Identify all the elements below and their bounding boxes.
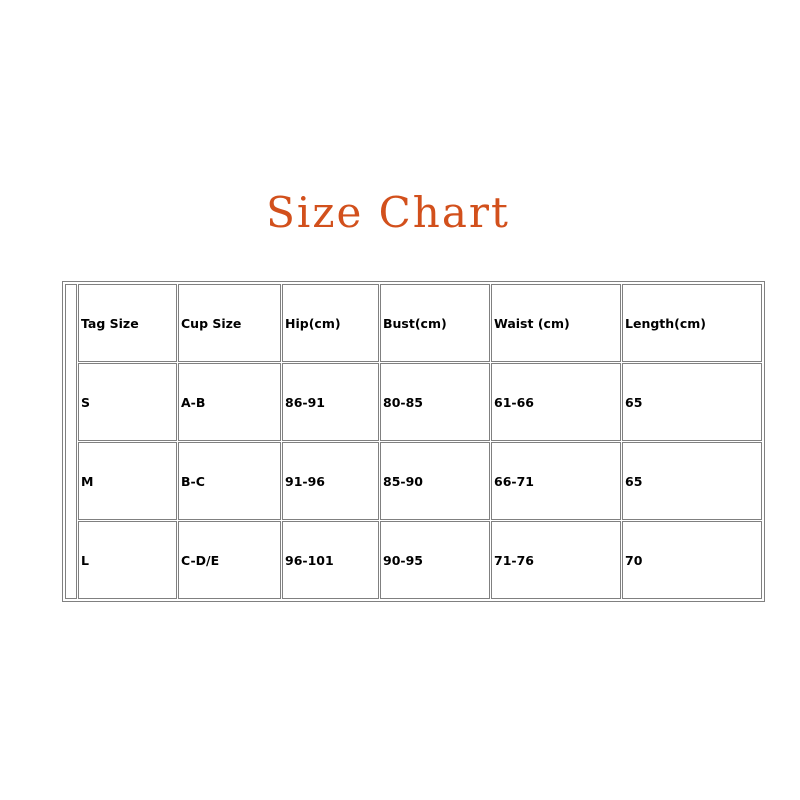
table-cell: 90-95 <box>380 521 490 599</box>
table-cell: L <box>78 521 177 599</box>
table-cell: 70 <box>622 521 762 599</box>
table-header-row: Tag Size Cup Size Hip(cm) Bust(cm) Waist… <box>65 284 762 599</box>
header-cell: Bust(cm) <box>380 284 490 362</box>
table-cell: 80-85 <box>380 363 490 441</box>
page-title: Size Chart <box>266 188 510 237</box>
table-cell: 96-101 <box>282 521 379 599</box>
header-cell: Waist (cm) <box>491 284 621 362</box>
header-cell: Hip(cm) <box>282 284 379 362</box>
table-cell: S <box>78 363 177 441</box>
header-cell: Length(cm) <box>622 284 762 362</box>
table-cell: 65 <box>622 363 762 441</box>
header-cell: Cup Size <box>178 284 281 362</box>
table-cell: C-D/E <box>178 521 281 599</box>
table-row: M B-C 91-96 85-90 66-71 65 <box>65 442 762 520</box>
table-cell: 71-76 <box>491 521 621 599</box>
empty-column <box>65 284 77 599</box>
table-cell: 61-66 <box>491 363 621 441</box>
table-cell: 85-90 <box>380 442 490 520</box>
header-cell: Tag Size <box>78 284 177 362</box>
table-cell: B-C <box>178 442 281 520</box>
table-cell: 66-71 <box>491 442 621 520</box>
table-cell: M <box>78 442 177 520</box>
table-cell: A-B <box>178 363 281 441</box>
table-row: S A-B 86-91 80-85 61-66 65 <box>65 363 762 441</box>
table-cell: 91-96 <box>282 442 379 520</box>
size-chart-table: Tag Size Cup Size Hip(cm) Bust(cm) Waist… <box>62 281 765 602</box>
table-cell: 86-91 <box>282 363 379 441</box>
table-row: L C-D/E 96-101 90-95 71-76 70 <box>65 521 762 599</box>
table-cell: 65 <box>622 442 762 520</box>
